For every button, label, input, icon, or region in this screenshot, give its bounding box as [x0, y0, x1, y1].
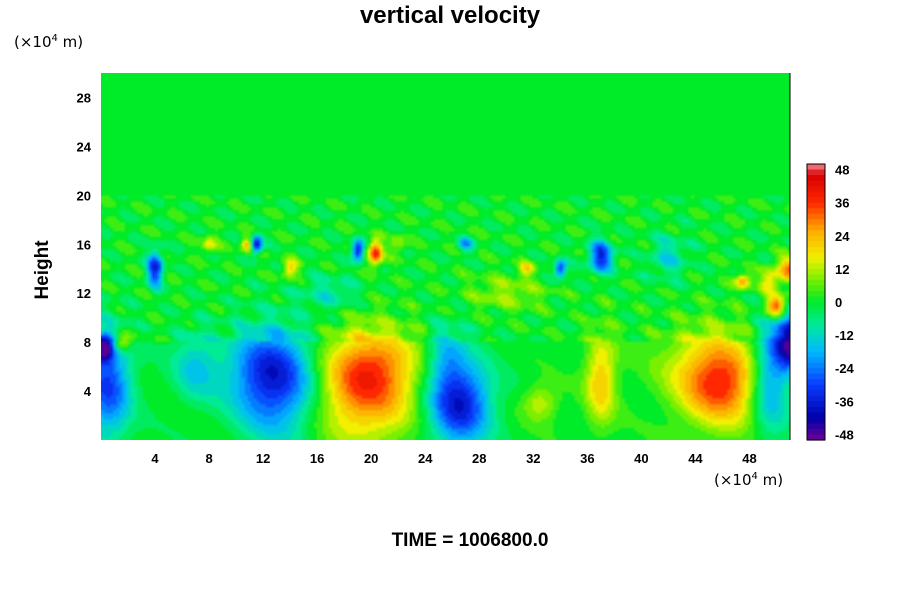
colorbar-tick-label: -12	[835, 328, 854, 343]
time-label: TIME = 1006800.0	[391, 530, 549, 551]
x-axis-ticks: 4 8 12 16 20 24 28 32 36 40 44 48	[151, 451, 756, 466]
colorbar-swatch	[807, 268, 825, 275]
colorbar-tick-label: 24	[835, 229, 850, 244]
colorbar-swatch	[807, 390, 825, 397]
colorbar-tick-label: -36	[835, 394, 854, 409]
colorbar-swatch	[807, 257, 825, 264]
x-unit-exponent: 4	[751, 471, 758, 482]
colorbar-swatch	[807, 285, 825, 292]
colorbar-swatch	[807, 384, 825, 391]
y-unit-base: (×10	[14, 33, 52, 51]
x-unit-rest: m)	[757, 471, 784, 489]
colorbar-swatch	[807, 340, 825, 347]
colorbar-tick-label: 48	[835, 163, 849, 178]
colorbar-swatch	[807, 307, 825, 314]
x-tick-label: 24	[418, 451, 433, 466]
colorbar-swatch	[807, 434, 825, 441]
x-tick-label: 48	[742, 451, 756, 466]
x-tick-label: 28	[472, 451, 486, 466]
colorbar-swatch	[807, 279, 825, 287]
colorbar-swatch	[807, 335, 825, 342]
x-unit-base: (×10	[714, 471, 752, 489]
colorbar-swatch	[807, 395, 825, 402]
colorbar-swatch	[807, 224, 825, 231]
colorbar-swatch	[807, 208, 825, 215]
x-tick-label: 12	[256, 451, 270, 466]
y-tick-label: 12	[77, 286, 91, 301]
colorbar-swatch	[807, 417, 825, 425]
y-axis-ticks: 4 8 12 16 20 24 28	[77, 90, 92, 399]
colorbar-swatch	[807, 412, 825, 419]
colorbar-swatch	[807, 241, 825, 248]
colorbar: 48 36 24 12 0 -12 -24 -36 -48	[806, 163, 855, 442]
colorbar-swatch	[807, 202, 825, 209]
colorbar-swatch	[807, 373, 825, 380]
colorbar-swatch	[807, 329, 825, 336]
colorbar-swatch	[807, 401, 825, 408]
y-unit-rest: m)	[57, 33, 84, 51]
x-tick-label: 4	[151, 451, 159, 466]
colorbar-swatch	[807, 197, 825, 204]
colorbar-swatch	[807, 180, 825, 187]
colorbar-swatch	[807, 290, 825, 298]
chart-title: vertical velocity	[359, 2, 541, 29]
y-tick-label: 24	[77, 139, 92, 154]
colorbar-swatch	[807, 313, 825, 320]
x-tick-label: 44	[688, 451, 703, 466]
x-tick-label: 20	[364, 451, 378, 466]
colorbar-swatch	[807, 263, 825, 270]
x-tick-label: 32	[526, 451, 540, 466]
y-tick-label: 28	[77, 90, 91, 105]
colorbar-swatch	[807, 274, 825, 281]
colorbar-swatch	[807, 357, 825, 364]
colorbar-swatch	[807, 191, 825, 198]
colorbar-swatch	[807, 318, 825, 325]
colorbar-swatch	[807, 362, 825, 369]
colorbar-swatch	[807, 169, 825, 176]
y-tick-label: 20	[77, 188, 91, 203]
x-tick-label: 8	[205, 451, 212, 466]
colorbar-swatch	[807, 406, 825, 413]
x-axis-unit: (×104 m)	[714, 471, 783, 489]
y-unit-exponent: 4	[51, 33, 58, 44]
colorbar-swatch	[807, 351, 825, 358]
colorbar-swatch	[807, 213, 825, 220]
colorbar-tick-label: 0	[835, 295, 842, 310]
colorbar-swatch	[807, 246, 825, 253]
colorbar-swatch	[807, 164, 825, 171]
colorbar-swatch	[807, 302, 825, 309]
colorbar-tick-label: 12	[835, 262, 849, 277]
colorbar-swatch	[807, 186, 825, 193]
x-tick-label: 16	[310, 451, 324, 466]
heatmap-field	[101, 73, 790, 440]
colorbar-swatch	[807, 423, 825, 430]
colorbar-swatch	[807, 230, 825, 237]
colorbar-swatch	[807, 296, 825, 303]
colorbar-swatch	[807, 235, 825, 242]
y-tick-label: 8	[84, 335, 91, 350]
y-axis-unit: (×104 m)	[14, 33, 83, 51]
colorbar-swatch	[807, 175, 825, 182]
x-tick-label: 40	[634, 451, 648, 466]
colorbar-tick-label: -24	[835, 361, 855, 376]
colorbar-swatch	[807, 346, 825, 353]
colorbar-swatch	[807, 219, 825, 226]
colorbar-frame	[806, 163, 826, 441]
colorbar-swatch	[807, 368, 825, 375]
colorbar-tick-label: -48	[835, 427, 854, 442]
y-tick-label: 16	[77, 237, 91, 252]
colorbar-swatch	[807, 428, 825, 436]
colorbar-swatch	[807, 379, 825, 386]
colorbar-tick-label: 36	[835, 196, 849, 211]
x-tick-label: 36	[580, 451, 594, 466]
y-tick-label: 4	[84, 384, 92, 399]
colorbar-swatch	[807, 252, 825, 259]
colorbar-swatch	[807, 324, 825, 331]
